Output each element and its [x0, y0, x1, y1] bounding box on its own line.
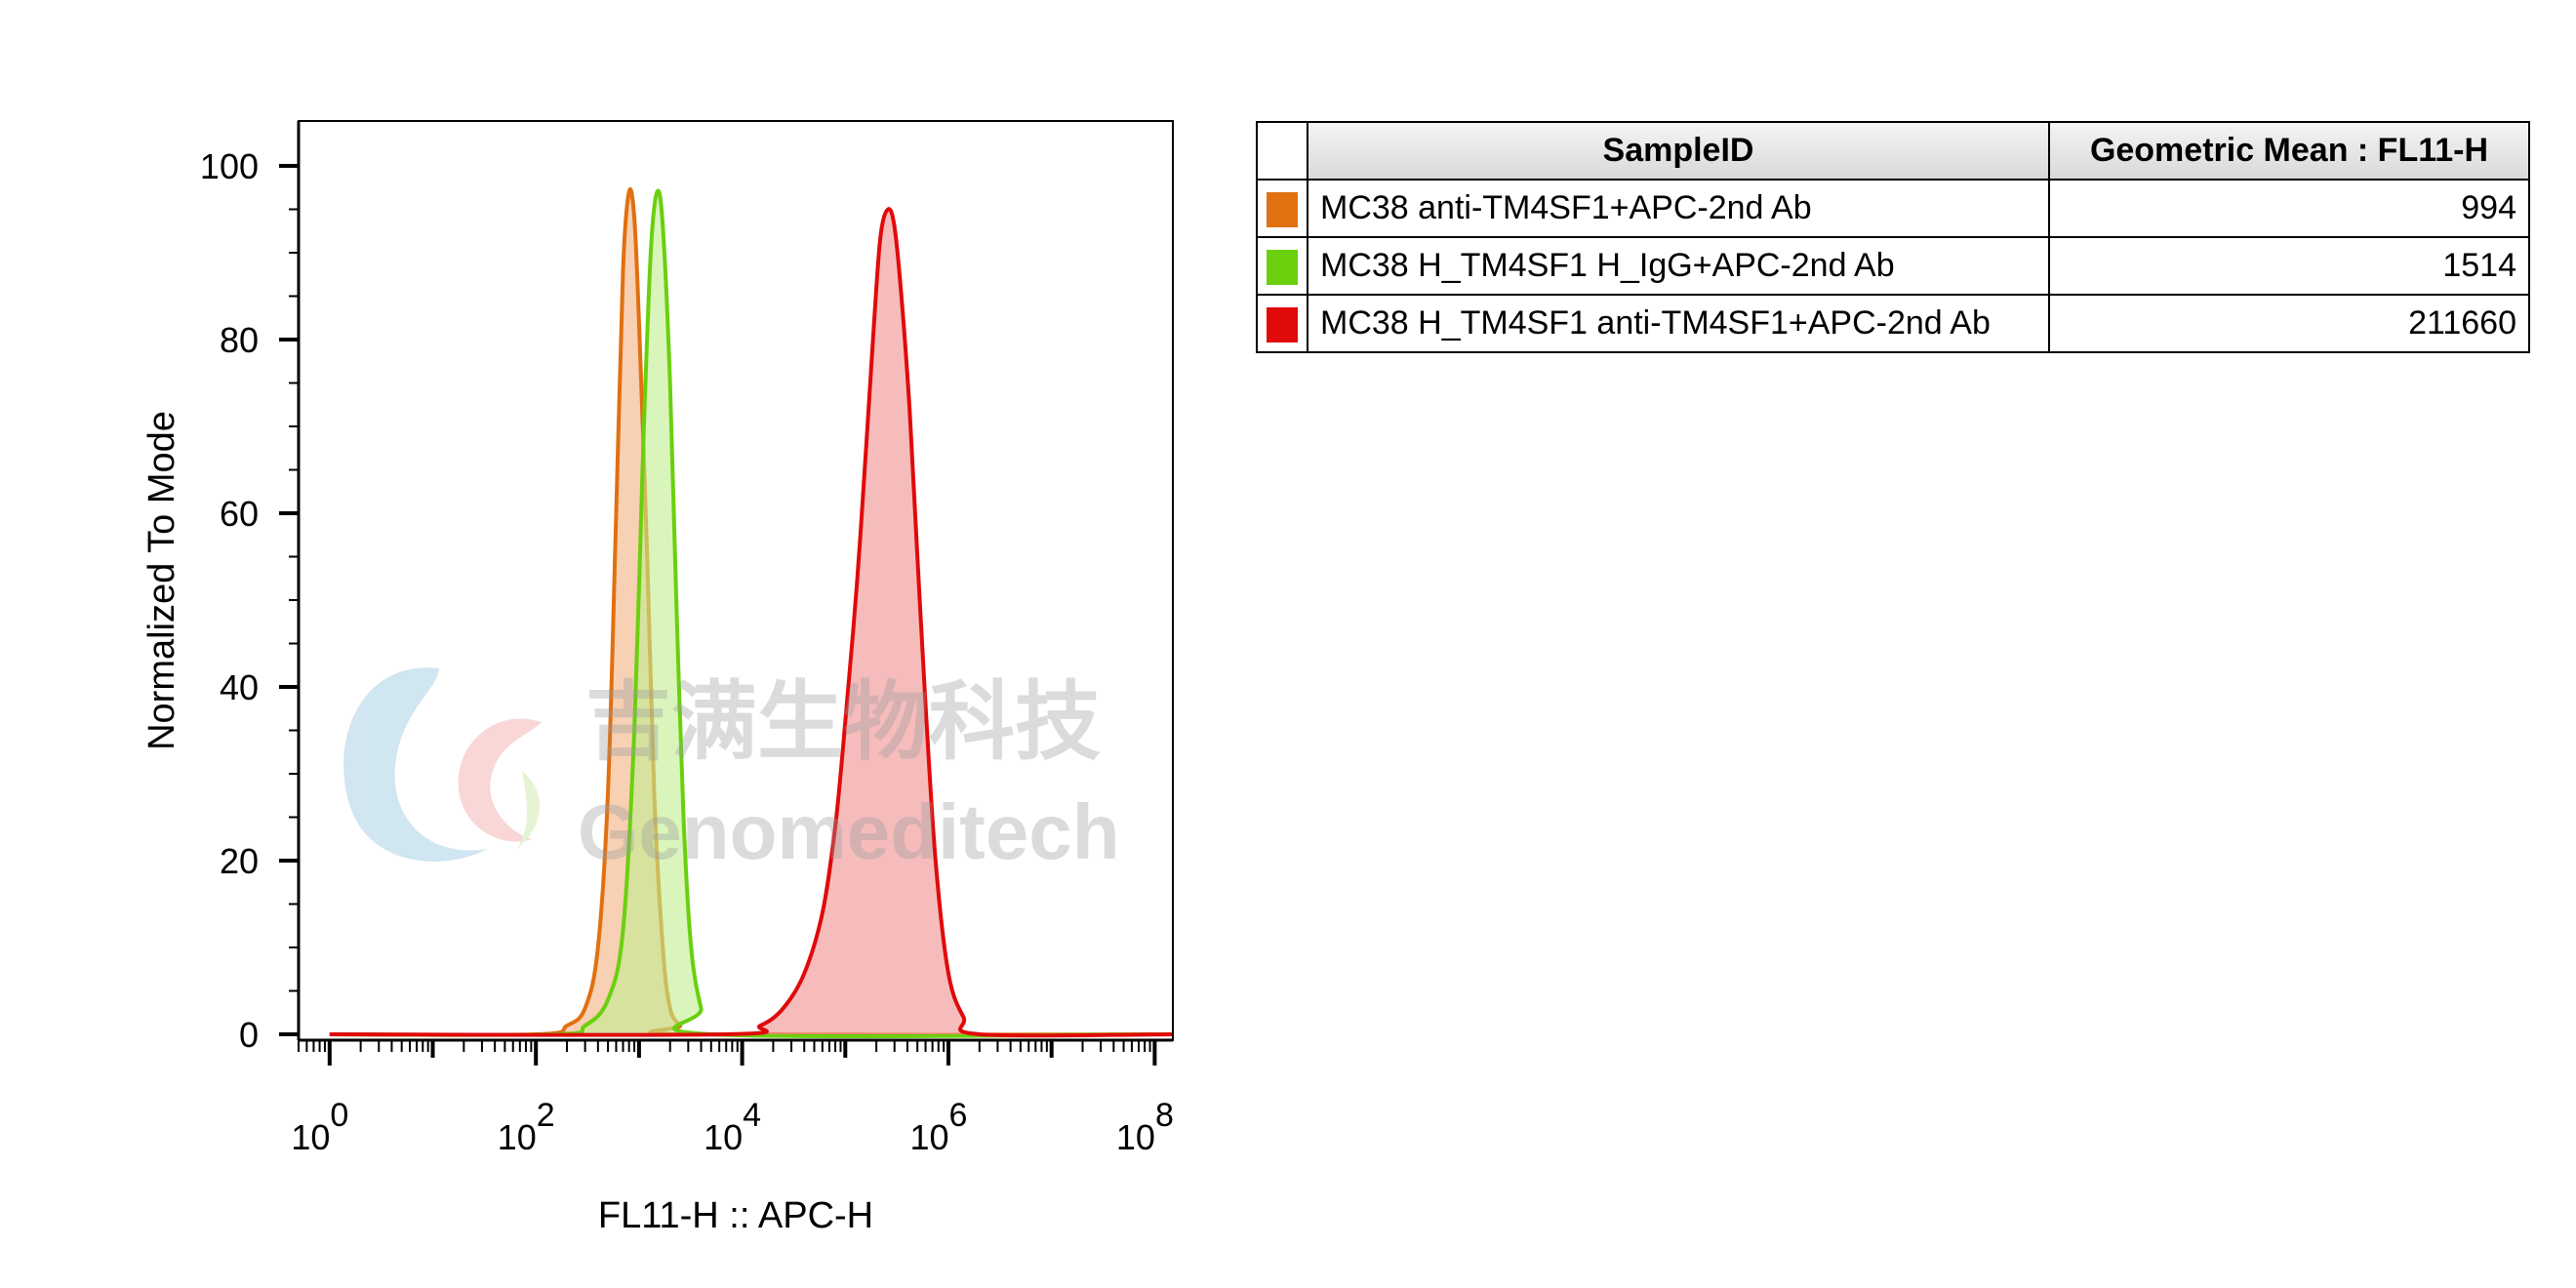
series-line-2	[329, 207, 1174, 1038]
x-tick-label-base: 10	[498, 1117, 537, 1157]
legend-swatch-cell	[1256, 179, 1308, 238]
x-axis-label: FL11-H :: APC-H	[598, 1195, 873, 1236]
legend-swatch-orange	[1267, 192, 1298, 227]
series-line-0	[329, 186, 1174, 1037]
series-area-1	[329, 190, 1173, 1036]
legend-header-swatch	[1256, 121, 1308, 181]
x-tick-label-base: 10	[704, 1117, 743, 1157]
legend-header-row: SampleID Geometric Mean : FL11-H	[1256, 121, 2530, 181]
series-area-2	[329, 209, 1173, 1036]
legend-swatch-cell	[1256, 294, 1308, 353]
series-area-0	[329, 188, 1173, 1035]
y-tick-label: 80	[220, 320, 259, 360]
y-tick-label: 100	[200, 146, 259, 186]
y-tick-label: 60	[220, 494, 259, 534]
x-tick-label: 100	[291, 1097, 348, 1157]
legend-sample-name: MC38 H_TM4SF1 H_IgG+APC-2nd Ab	[1307, 236, 2050, 296]
x-tick-label-exponent: 8	[1155, 1097, 1174, 1134]
legend-swatch-green	[1267, 250, 1298, 285]
legend-swatch-cell	[1256, 236, 1308, 296]
legend-sample-name: MC38 H_TM4SF1 anti-TM4SF1+APC-2nd Ab	[1307, 294, 2050, 353]
x-tick-label-exponent: 0	[330, 1097, 348, 1134]
x-tick-label-exponent: 2	[537, 1097, 555, 1134]
legend-header-sampleid: SampleID	[1307, 121, 2050, 181]
y-tick-label: 20	[220, 841, 259, 881]
x-tick-label-base: 10	[1116, 1117, 1155, 1157]
y-tick-label: 0	[239, 1015, 259, 1055]
x-tick-label-base: 10	[291, 1117, 330, 1157]
x-tick-label: 102	[498, 1097, 555, 1157]
legend-row: MC38 H_TM4SF1 anti-TM4SF1+APC-2nd Ab 211…	[1256, 294, 2530, 353]
legend-geometric-mean: 1514	[2048, 236, 2530, 296]
legend-row: MC38 anti-TM4SF1+APC-2nd Ab 994	[1256, 179, 2530, 238]
x-tick-label: 106	[910, 1097, 968, 1157]
legend-row: MC38 H_TM4SF1 H_IgG+APC-2nd Ab 1514	[1256, 236, 2530, 296]
y-axis-label: Normalized To Mode	[141, 411, 182, 750]
x-tick-label-base: 10	[910, 1117, 949, 1157]
legend-header-geometric-mean: Geometric Mean : FL11-H	[2048, 121, 2530, 181]
x-tick-label: 108	[1116, 1097, 1174, 1157]
x-tick-label: 104	[704, 1097, 761, 1157]
x-tick-label-exponent: 6	[949, 1097, 968, 1134]
legend-sample-name: MC38 anti-TM4SF1+APC-2nd Ab	[1307, 179, 2050, 238]
y-tick-label: 40	[220, 667, 259, 707]
series-line-1	[329, 188, 1174, 1038]
legend-geometric-mean: 211660	[2048, 294, 2530, 353]
plot-frame	[298, 120, 1174, 1041]
legend-table: SampleID Geometric Mean : FL11-H MC38 an…	[1256, 121, 2530, 353]
series-layer	[329, 186, 1174, 1038]
legend-swatch-red	[1267, 307, 1298, 342]
x-tick-label-exponent: 4	[743, 1097, 761, 1134]
legend-geometric-mean: 994	[2048, 179, 2530, 238]
